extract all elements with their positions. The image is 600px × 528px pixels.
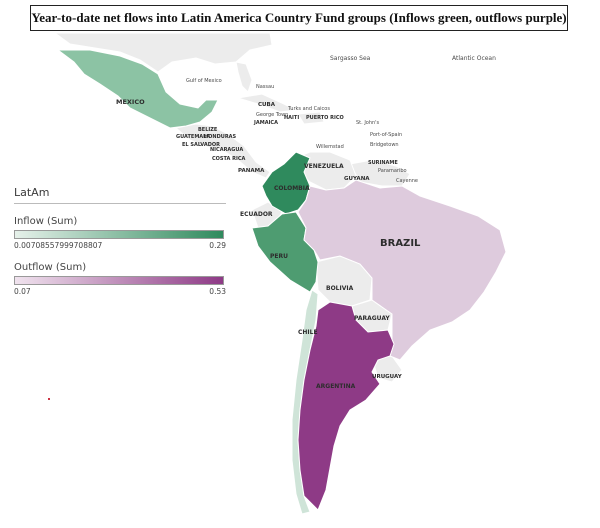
cayenne-label: Cayenne	[396, 178, 418, 184]
puerto-rico-label: PUERTO RICO	[306, 115, 344, 121]
brazil-shape[interactable]	[297, 179, 507, 361]
outflow-max: 0.53	[209, 287, 226, 296]
costa-rica-label: COSTA RICA	[212, 156, 246, 162]
inflow-legend-label: Inflow (Sum)	[14, 216, 78, 227]
atlantic-label: Atlantic Ocean	[452, 55, 496, 62]
guyana-label: GUYANA	[344, 176, 370, 182]
outflow-gradient-bar	[14, 276, 224, 285]
venezuela-label: VENEZUELA	[304, 163, 344, 170]
argentina-shape[interactable]	[297, 301, 395, 511]
panama-label: PANAMA	[238, 168, 265, 174]
mexico-shape[interactable]	[56, 49, 219, 129]
map-title: Year-to-date net flows into Latin Americ…	[30, 5, 568, 31]
colombia-label: COLOMBIA	[274, 185, 310, 192]
uruguay-label: URUGUAY	[372, 374, 403, 380]
chile-label: CHILE	[298, 329, 318, 336]
outflow-min: 0.07	[14, 287, 31, 296]
nicaragua-label: NICARAGUA	[210, 147, 243, 153]
legend: LatAm Inflow (Sum) 0.00708557999708807 0…	[14, 186, 226, 308]
bolivia-label: BOLIVIA	[326, 285, 354, 292]
marker-dot	[48, 398, 50, 400]
inflow-gradient-bar	[14, 230, 224, 239]
sargasso-label: Sargasso Sea	[330, 55, 371, 62]
brazil-label: BRAZIL	[380, 238, 421, 249]
gulf-label: Gulf of Mexico	[186, 78, 222, 84]
paraguay-label: PARAGUAY	[354, 315, 390, 322]
argentina-label: ARGENTINA	[316, 383, 356, 390]
central-america-land	[174, 123, 271, 179]
bridgetown-label: Bridgetown	[370, 142, 399, 148]
belize-label: BELIZE	[198, 127, 218, 133]
paramaribo-label: Paramaribo	[378, 168, 407, 174]
peru-shape[interactable]	[251, 211, 319, 293]
nassau-label: Nassau	[256, 84, 274, 90]
haiti-label: HAITI	[284, 115, 299, 121]
peru-label: PERU	[270, 253, 288, 260]
port-of-spain-label: Port-of-Spain	[370, 132, 402, 138]
legend-divider	[14, 203, 226, 204]
el-salvador-label: EL SALVADOR	[182, 142, 220, 148]
mexico-label: MEXICO	[116, 98, 145, 106]
inflow-max: 0.29	[209, 241, 226, 250]
usa-land	[53, 32, 273, 73]
outflow-legend-label: Outflow (Sum)	[14, 262, 87, 273]
hispaniola-land	[297, 111, 325, 125]
turks-label: Turks and Caicos	[287, 106, 330, 112]
ecuador-label: ECUADOR	[240, 211, 273, 218]
georgetown-label: George Town	[256, 112, 288, 118]
st-johns-label: St. John's	[356, 120, 380, 126]
cuba-label: CUBA	[258, 102, 276, 108]
inflow-range: 0.00708557999708807 0.29	[14, 241, 226, 250]
cuba-land	[237, 93, 298, 113]
legend-heading: LatAm	[14, 186, 50, 199]
inflow-min: 0.00708557999708807	[14, 241, 103, 250]
suriname-label: SURINAME	[368, 160, 398, 166]
jamaica-label: JAMAICA	[253, 120, 278, 126]
honduras-label: HONDURAS	[204, 134, 237, 140]
willemstad-label: Willemstad	[316, 144, 344, 150]
florida-land	[235, 61, 253, 93]
guatemala-label: GUATEMALA	[176, 134, 210, 140]
outflow-range: 0.07 0.53	[14, 287, 226, 296]
